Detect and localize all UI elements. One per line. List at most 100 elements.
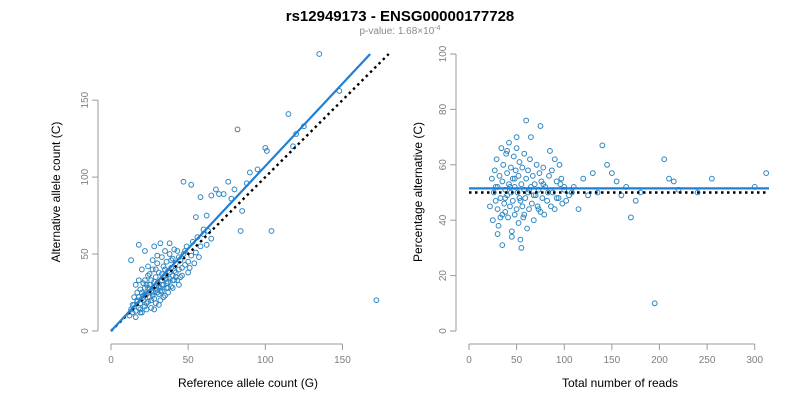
data-point: [285, 111, 292, 117]
data-point: [511, 175, 518, 182]
data-point: [493, 156, 500, 163]
y-tick-label: 100: [438, 45, 449, 62]
data-point: [506, 139, 512, 146]
data-point: [196, 254, 202, 261]
data-point: [185, 258, 192, 265]
data-point: [225, 178, 232, 185]
data-point: [502, 195, 509, 201]
data-point: [508, 233, 515, 240]
data-point: [159, 281, 165, 288]
data-point: [268, 228, 275, 234]
data-point: [137, 309, 144, 316]
data-point: [632, 197, 639, 204]
data-point: [585, 192, 591, 199]
data-point: [529, 172, 536, 179]
data-point: [517, 197, 524, 204]
x-tick-label: 0: [108, 355, 114, 366]
data-point: [518, 181, 525, 188]
data-point: [508, 164, 514, 171]
data-point: [149, 257, 156, 264]
data-point: [517, 236, 524, 243]
data-point: [160, 263, 167, 270]
data-point: [166, 240, 173, 247]
data-point: [604, 161, 610, 168]
data-point: [526, 206, 532, 213]
data-point: [548, 167, 555, 174]
data-point: [143, 306, 150, 313]
data-point: [155, 269, 162, 276]
data-point: [522, 195, 529, 201]
x-tick-label: 250: [699, 355, 716, 366]
data-point: [553, 195, 560, 201]
regression-line: [110, 53, 372, 332]
data-point: [154, 252, 161, 259]
data-point: [149, 266, 156, 273]
data-point: [521, 150, 528, 157]
data-point: [152, 274, 159, 281]
data-point: [528, 200, 535, 207]
data-point: [163, 275, 170, 282]
data-point: [557, 181, 564, 188]
data-point: [509, 197, 516, 204]
data-point: [580, 175, 587, 182]
x-tick-label: 200: [651, 355, 668, 366]
data-point: [263, 148, 270, 154]
y-tick-label: 100: [80, 168, 91, 185]
y-tick-label: 50: [80, 248, 91, 260]
data-point: [513, 206, 520, 213]
data-point: [556, 161, 563, 168]
data-point: [216, 191, 222, 197]
data-point: [499, 242, 506, 249]
data-point: [137, 306, 144, 313]
data-point: [505, 214, 511, 221]
data-point: [494, 206, 501, 213]
data-point: [179, 265, 185, 271]
data-point: [708, 175, 715, 182]
x-tick-label: 0: [466, 355, 472, 366]
data-point: [132, 281, 139, 288]
data-point: [488, 175, 495, 182]
data-point: [188, 252, 195, 259]
data-point: [514, 189, 521, 196]
data-point: [203, 241, 210, 248]
data-point: [661, 156, 668, 163]
data-point: [504, 170, 510, 177]
x-tick-label: 150: [604, 355, 621, 366]
data-point: [553, 178, 560, 185]
x-axis-label: Reference allele count (G): [178, 376, 318, 390]
data-point: [142, 303, 148, 310]
data-point: [651, 300, 658, 307]
data-point: [575, 206, 582, 213]
data-point: [138, 266, 145, 273]
data-point: [186, 265, 193, 271]
data-point: [518, 245, 525, 251]
data-point: [169, 285, 176, 291]
data-point: [135, 277, 142, 284]
data-point: [551, 206, 558, 213]
data-point: [208, 192, 215, 199]
data-point: [521, 211, 528, 218]
data-point: [613, 178, 620, 185]
data-point: [192, 214, 199, 221]
data-point: [495, 222, 502, 229]
data-point: [546, 172, 552, 179]
y-tick-label: 40: [438, 214, 449, 226]
data-point: [131, 294, 138, 301]
data-point: [500, 161, 507, 168]
data-point: [152, 266, 159, 273]
figure-pvalue: p-value: 1.68×10-4: [359, 25, 440, 37]
data-point: [499, 178, 506, 185]
data-point: [530, 192, 537, 199]
data-point: [608, 170, 615, 177]
data-point: [534, 203, 541, 210]
data-point: [179, 272, 185, 279]
y-tick-label: 0: [80, 328, 91, 334]
data-point: [551, 156, 558, 163]
x-axis-label: Total number of reads: [562, 376, 678, 390]
data-point: [137, 286, 144, 293]
x-tick-label: 50: [511, 355, 523, 366]
data-point: [169, 255, 176, 262]
data-point: [510, 153, 517, 160]
data-point: [168, 257, 175, 264]
data-point: [502, 208, 509, 215]
